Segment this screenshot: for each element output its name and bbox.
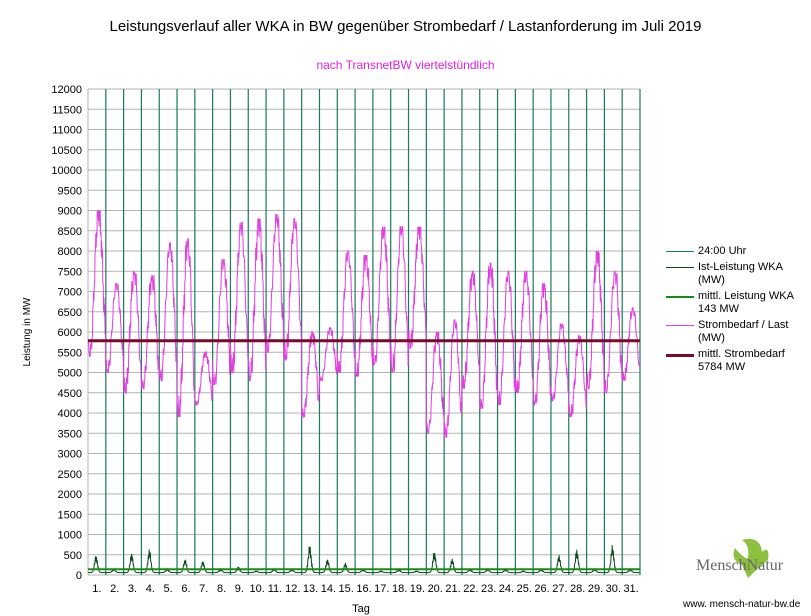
y-tick-label: 8000 [58,246,82,258]
y-tick-label: 1000 [58,530,82,542]
legend-label: mittl. Leistung WKA 143 MW [698,290,794,315]
x-tick-label: 10. [250,583,265,595]
x-tick-label: 30. [606,583,621,595]
legend-label: Strombedarf / Last (MW) [698,319,789,344]
x-tick-label: 2. [110,583,119,595]
x-tick-label: 4. [146,583,155,595]
legend-swatch [666,251,694,252]
x-tick-label: 20. [428,583,443,595]
legend-swatch [666,354,694,357]
legend-swatch [666,267,694,268]
website-url: www. mensch-natur-bw.de [683,599,801,610]
x-tick-label: 23. [481,583,496,595]
x-tick-label: 24. [499,583,514,595]
x-tick-label: 7. [199,583,208,595]
legend-label: mittl. Strombedarf 5784 MW [698,348,785,373]
y-tick-label: 2000 [58,489,82,501]
y-tick-label: 500 [64,550,82,562]
x-tick-label: 9. [235,583,244,595]
y-tick-label: 9000 [58,206,82,218]
y-tick-label: 5000 [58,368,82,380]
x-tick-label: 5. [164,583,173,595]
legend-swatch [666,325,694,326]
y-tick-label: 6500 [58,307,82,319]
legend: 24:00 Uhr Ist-Leistung WKA (MW) mittl. L… [666,245,794,377]
y-tick-label: 0 [76,570,82,582]
x-tick-label: 27. [552,583,567,595]
legend-item: mittl. Strombedarf 5784 MW [666,348,794,374]
x-tick-label: 15. [339,583,354,595]
y-tick-label: 10000 [51,165,82,177]
y-tick-label: 9500 [58,185,82,197]
legend-item: Ist-Leistung WKA (MW) [666,261,794,287]
y-tick-label: 8500 [58,226,82,238]
chart-subtitle: nach TransnetBW viertelstündlich [316,58,495,72]
y-tick-label: 11500 [52,104,82,116]
x-axis-label: Tag [352,603,370,615]
y-axis-label: Leistung in MW [22,297,33,366]
legend-item: 24:00 Uhr [666,245,794,258]
y-tick-label: 2500 [58,469,82,481]
y-tick-label: 4500 [58,388,82,400]
logo: MenschNatur [696,557,784,574]
legend-label: 24:00 Uhr [698,245,747,257]
legend-item: mittl. Leistung WKA 143 MW [666,290,794,316]
y-tick-label: 5500 [58,347,82,359]
x-tick-label: 28. [570,583,585,595]
legend-label: Ist-Leistung WKA (MW) [698,261,783,286]
x-tick-label: 14. [321,583,336,595]
y-tick-label: 10500 [51,145,82,157]
x-tick-label: 11. [268,583,282,595]
y-tick-label: 1500 [58,509,82,521]
legend-swatch [666,296,694,298]
x-tick-label: 17. [374,583,389,595]
x-tick-label: 8. [217,583,226,595]
x-tick-label: 16. [356,583,371,595]
y-tick-label: 7000 [58,287,82,299]
x-tick-label: 6. [181,583,190,595]
y-tick-label: 6000 [58,327,82,339]
x-tick-label: 1. [92,583,101,595]
y-tick-label: 12000 [51,84,82,96]
x-tick-label: 26. [534,583,549,595]
x-tick-label: 12. [285,583,300,595]
x-tick-label: 13. [303,583,318,595]
y-tick-label: 3500 [58,428,82,440]
x-tick-label: 22. [463,583,478,595]
x-tick-label: 25. [517,583,532,595]
x-tick-label: 21. [445,583,460,595]
x-tick-label: 29. [588,583,603,595]
x-tick-label: 18. [392,583,407,595]
y-tick-label: 11000 [52,125,82,137]
legend-item: Strombedarf / Last (MW) [666,319,794,345]
x-tick-label: 31. [623,583,638,595]
x-tick-label: 19. [410,583,425,595]
y-tick-label: 4000 [58,408,82,420]
demand-line [87,210,641,438]
y-tick-label: 7500 [58,266,82,278]
x-tick-label: 3. [128,583,137,595]
y-tick-label: 3000 [58,449,82,461]
chart-title: Leistungsverlauf aller WKA in BW gegenüb… [109,18,702,35]
